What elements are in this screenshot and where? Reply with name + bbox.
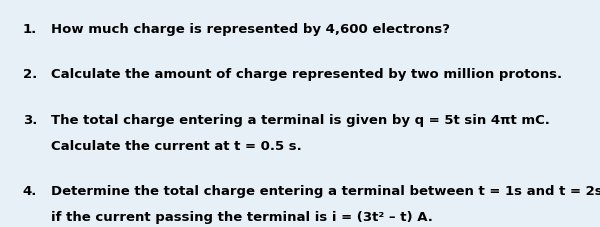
Text: 1.: 1.: [23, 23, 37, 36]
Text: if the current passing the terminal is i = (3t² – t) A.: if the current passing the terminal is i…: [51, 211, 433, 224]
Text: 4.: 4.: [23, 185, 37, 198]
Text: 3.: 3.: [23, 114, 37, 126]
Text: Determine the total charge entering a terminal between t = 1s and t = 2s: Determine the total charge entering a te…: [51, 185, 600, 198]
Text: Calculate the current at t = 0.5 s.: Calculate the current at t = 0.5 s.: [51, 140, 302, 153]
Text: How much charge is represented by 4,600 electrons?: How much charge is represented by 4,600 …: [51, 23, 450, 36]
Text: 2.: 2.: [23, 68, 37, 81]
Text: The total charge entering a terminal is given by q = 5t sin 4πt mC.: The total charge entering a terminal is …: [51, 114, 550, 126]
Text: Calculate the amount of charge represented by two million protons.: Calculate the amount of charge represent…: [51, 68, 562, 81]
